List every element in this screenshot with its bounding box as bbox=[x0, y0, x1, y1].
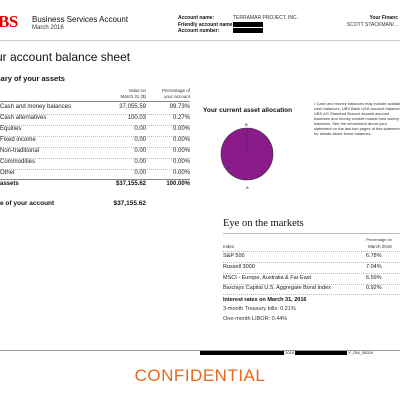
account-value-label: e of your account bbox=[0, 200, 55, 207]
total-percentage: 100.00% bbox=[166, 181, 190, 187]
markets-title: Eye on the markets bbox=[223, 218, 304, 229]
index-change: 6.78% bbox=[366, 253, 382, 259]
ubs-logo: BS bbox=[0, 12, 18, 31]
row-divider bbox=[223, 284, 400, 285]
account-info-values: TERRAMAR PROJECT, INC. bbox=[233, 15, 298, 35]
market-row: Russell 3000 7.04% bbox=[223, 264, 400, 270]
row-divider bbox=[223, 251, 400, 252]
row-percentage: 99.73% bbox=[169, 104, 190, 110]
row-value: 0.00 bbox=[134, 148, 146, 154]
row-percentage: 0.27% bbox=[172, 115, 190, 121]
redaction-bar bbox=[200, 350, 284, 355]
row-name: Cash alternatives bbox=[0, 115, 47, 121]
row-divider bbox=[0, 114, 190, 115]
table-row: Other 0.00 0.00% bbox=[0, 169, 190, 179]
row-name: Fixed income bbox=[0, 137, 36, 143]
redaction-bar bbox=[233, 28, 263, 34]
market-row: S&P 500 6.78% bbox=[223, 253, 400, 259]
market-row: Barclays Capital U.S. Aggregate Bond Ind… bbox=[223, 285, 400, 291]
value-column-header: Value on March 31 ($) bbox=[120, 88, 146, 99]
index-name: S&P 500 bbox=[223, 253, 245, 259]
index-name: Russell 3000 bbox=[223, 264, 255, 270]
index-change: 0.92% bbox=[366, 285, 382, 291]
row-divider bbox=[0, 169, 190, 170]
header-divider bbox=[0, 40, 400, 41]
index-name: Barclays Capital U.S. Aggregate Bond Ind… bbox=[223, 285, 331, 291]
table-row: Fixed income 0.00 0.00% bbox=[0, 136, 190, 146]
doc-code: Y_OM_00024 bbox=[348, 350, 373, 355]
market-row: MSCI - Europe, Australia & Far East 6.59… bbox=[223, 275, 400, 281]
table-row: Cash alternatives 100.03 0.27% bbox=[0, 114, 190, 124]
table-row: Commodities 0.00 0.00% bbox=[0, 158, 190, 168]
redaction-bar bbox=[233, 21, 263, 27]
row-percentage: 0.00% bbox=[172, 148, 190, 154]
row-name: Equities bbox=[0, 126, 22, 132]
financial-advisor-label: Your Financ bbox=[369, 15, 398, 21]
total-rule bbox=[0, 179, 190, 180]
row-divider bbox=[223, 262, 400, 263]
index-name: MSCI - Europe, Australia & Far East bbox=[223, 275, 312, 281]
account-title: Business Services Account bbox=[32, 15, 129, 24]
cash-note: • Cash and money balances may include av… bbox=[314, 101, 400, 136]
period-header: March 2016 bbox=[368, 244, 392, 249]
account-name-value: TERRAMAR PROJECT, INC. bbox=[233, 15, 299, 21]
index-header: Index bbox=[223, 244, 235, 249]
statement-date: March 2016 bbox=[32, 25, 64, 31]
row-divider bbox=[0, 147, 190, 148]
friendly-name-label: Friendly account name: bbox=[178, 21, 235, 28]
account-info-labels: Account name: Friendly account name: Acc… bbox=[178, 15, 234, 35]
libor-rate: One-month LIBOR: 0.44% bbox=[223, 316, 288, 322]
account-name-label: Account name: bbox=[178, 15, 215, 21]
markets-title-rule bbox=[223, 233, 400, 234]
allocation-pie-chart bbox=[220, 127, 274, 181]
row-percentage: 0.00% bbox=[172, 137, 190, 143]
row-divider bbox=[0, 158, 190, 159]
row-name: Cash and money balances bbox=[0, 104, 72, 110]
row-name: Commodities bbox=[0, 159, 36, 165]
table-row: Equities 0.00 0.00% bbox=[0, 125, 190, 135]
pie-label-a: A bbox=[246, 185, 249, 190]
row-divider bbox=[0, 136, 190, 137]
page-code: 2016 bbox=[285, 350, 295, 355]
row-value: 0.00 bbox=[134, 137, 146, 143]
row-divider bbox=[223, 273, 400, 274]
account-value: $37,155.62 bbox=[113, 200, 146, 207]
footer-codes: 2016 Y_OM_00024 bbox=[200, 350, 373, 355]
confidential-stamp: CONFIDENTIAL bbox=[134, 366, 266, 385]
percentage-change-header: Percentage ch bbox=[366, 237, 392, 242]
table-row: Non-traditional 0.00 0.00% bbox=[0, 147, 190, 157]
row-divider bbox=[0, 125, 190, 126]
row-name: Non-traditional bbox=[0, 148, 40, 154]
account-number-label: Account number: bbox=[178, 28, 220, 34]
markets-column-headers: Index March 2016 bbox=[223, 244, 400, 249]
summary-title: mary of your assets bbox=[0, 74, 65, 83]
row-value: 37,055.59 bbox=[119, 104, 146, 110]
row-percentage: 0.00% bbox=[172, 170, 190, 176]
row-divider bbox=[223, 294, 400, 295]
row-percentage: 0.00% bbox=[172, 159, 190, 165]
table-header-rule bbox=[0, 101, 190, 102]
index-change: 6.59% bbox=[366, 275, 382, 281]
row-value: 100.03 bbox=[127, 115, 146, 121]
asset-allocation-title: Your current asset allocation bbox=[203, 107, 293, 114]
balance-sheet-title: ur account balance sheet bbox=[0, 50, 131, 64]
account-value-row: e of your account $37,155.62 bbox=[0, 200, 190, 207]
percentage-column-header: Percentage of your account bbox=[161, 88, 190, 99]
index-change: 7.04% bbox=[366, 264, 382, 270]
table-row: Cash and money balances 37,055.59 99.73% bbox=[0, 103, 190, 113]
row-value: 0.00 bbox=[134, 126, 146, 132]
total-value: $37,155.62 bbox=[115, 181, 146, 187]
row-percentage: 0.00% bbox=[172, 126, 190, 132]
financial-advisor-name: SCOTT STACKMAN/... bbox=[346, 21, 398, 28]
interest-rates-title: Interest rates on March 31, 2016 bbox=[223, 297, 307, 303]
footer-rule bbox=[0, 350, 400, 351]
pie-label-b: B bbox=[245, 122, 248, 127]
redaction-bar bbox=[295, 350, 348, 355]
treasury-rate: 3-month Treasury bills: 0.21% bbox=[223, 306, 296, 312]
row-name: Other bbox=[0, 170, 16, 176]
total-row: assets $37,155.62 100.00% bbox=[0, 181, 190, 187]
total-label: assets bbox=[0, 181, 19, 187]
row-value: 0.00 bbox=[134, 170, 146, 176]
row-value: 0.00 bbox=[134, 159, 146, 165]
